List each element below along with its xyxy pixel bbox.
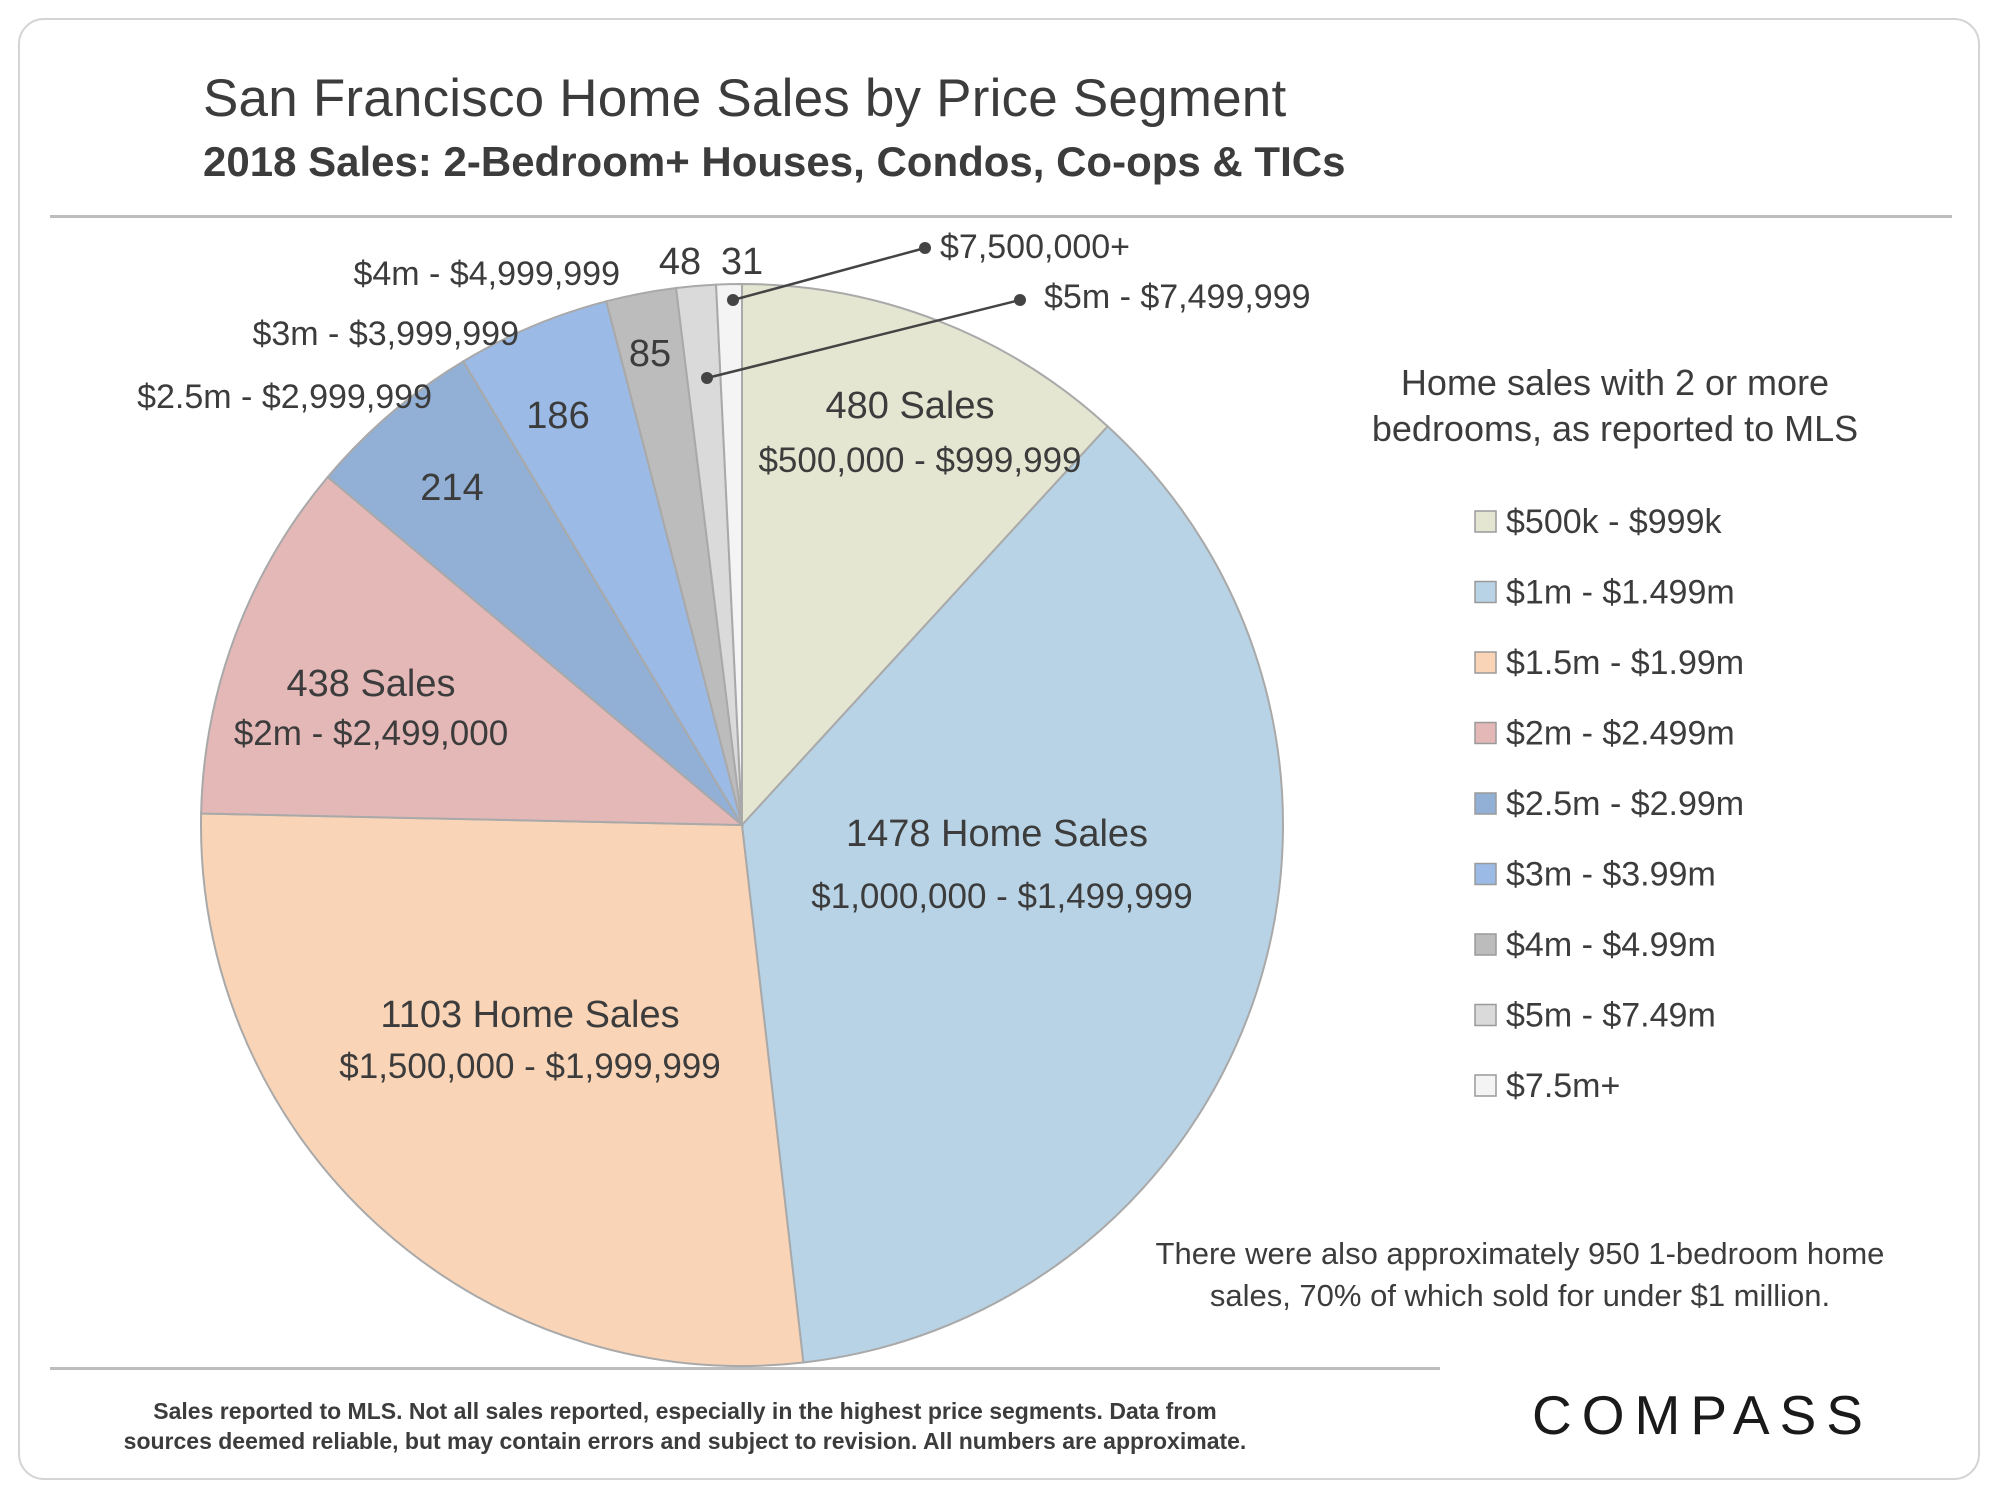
note-line-1: sales, 70% of which sold for under $1 mi…	[1210, 1278, 1830, 1313]
slice-label-5: 186	[526, 395, 589, 437]
slice-range-4: $2.5m - $2,999,999	[137, 378, 432, 416]
leader-line-7	[706, 298, 1021, 380]
slice-range-3: $2m - $2,499,000	[234, 714, 508, 753]
legend-swatch-1	[1474, 580, 1497, 604]
slice-label-4: 214	[420, 467, 483, 509]
legend-swatch-0	[1474, 510, 1497, 533]
legend-swatch-3	[1474, 721, 1497, 745]
legend-title-line-0: Home sales with 2 or more	[1401, 362, 1829, 403]
compass-logo: COMPASS	[1532, 1384, 1873, 1446]
pie-slice-2	[200, 812, 805, 1367]
pie-slice-8	[715, 282, 743, 826]
pie-slice-1	[740, 424, 1284, 1364]
legend-swatch-5	[1474, 862, 1497, 886]
leader-dot-7	[701, 372, 713, 384]
slice-label-3: 438 Sales	[286, 663, 455, 705]
legend-swatch-6	[1474, 933, 1497, 956]
slice-label-6: 85	[629, 333, 671, 375]
footer-disclaimer: Sales reported to MLS. Not all sales rep…	[123, 1398, 1247, 1454]
leader-dot-7-end	[1014, 294, 1026, 306]
legend-label-6: $4m - $4.99m	[1506, 926, 1716, 964]
leader-dot-8	[727, 294, 739, 306]
slice-label-7: 48	[659, 241, 701, 283]
note-line-0: There were also approximately 950 1-bedr…	[1156, 1236, 1885, 1271]
legend-label-7: $5m - $7.49m	[1506, 997, 1716, 1035]
legend-swatch-7	[1474, 1003, 1497, 1027]
slice-range-6: $4m - $4,999,999	[353, 255, 620, 293]
pie-slice-4	[326, 359, 743, 826]
legend-label-5: $3m - $3.99m	[1506, 856, 1716, 894]
legend-swatch-4	[1474, 792, 1497, 815]
legend-swatch-8	[1474, 1074, 1497, 1097]
chart-subtitle: 2018 Sales: 2-Bedroom+ Houses, Condos, C…	[203, 138, 1346, 185]
legend-label-8: $7.5m+	[1506, 1067, 1620, 1105]
leader-dot-8-end	[919, 242, 931, 254]
footer-divider	[50, 1367, 1440, 1370]
slice-range-7: $5m - $7,499,999	[1044, 278, 1311, 316]
slice-range-5: $3m - $3,999,999	[252, 315, 519, 353]
legend-label-2: $1.5m - $1.99m	[1506, 644, 1744, 682]
chart-title: San Francisco Home Sales by Price Segmen…	[203, 69, 1287, 128]
slice-range-8: $7,500,000+	[940, 228, 1130, 266]
slice-label-0: 480 Sales	[825, 385, 994, 427]
slice-range-1: $1,000,000 - $1,499,999	[811, 877, 1192, 916]
pie-slice-3	[200, 475, 745, 827]
legend-label-1: $1m - $1.499m	[1506, 574, 1735, 612]
header-divider	[50, 215, 1952, 218]
slice-label-2: 1103 Home Sales	[380, 994, 679, 1036]
slice-label-1: 1478 Home Sales	[846, 813, 1148, 855]
slice-range-2: $1,500,000 - $1,999,999	[339, 1047, 720, 1086]
legend-swatch-2	[1474, 651, 1497, 674]
legend-label-0: $500k - $999k	[1506, 503, 1722, 541]
slice-range-0: $500,000 - $999,999	[758, 441, 1081, 480]
legend-label-4: $2.5m - $2.99m	[1506, 785, 1744, 823]
pie-slice-5	[461, 300, 743, 826]
legend-title-line-1: bedrooms, as reported to MLS	[1372, 408, 1858, 449]
legend-label-3: $2m - $2.499m	[1506, 715, 1735, 753]
slice-label-8: 31	[721, 241, 763, 283]
leader-line-8	[732, 246, 926, 302]
